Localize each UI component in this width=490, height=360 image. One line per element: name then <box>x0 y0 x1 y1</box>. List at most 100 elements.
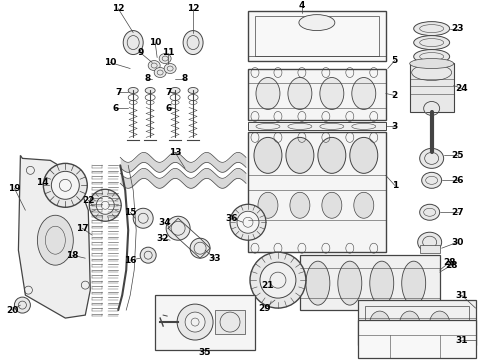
Ellipse shape <box>159 54 171 63</box>
Ellipse shape <box>402 261 426 305</box>
Ellipse shape <box>166 216 190 240</box>
Ellipse shape <box>177 304 213 340</box>
Ellipse shape <box>430 311 450 335</box>
Ellipse shape <box>414 36 450 50</box>
Text: 30: 30 <box>451 238 464 247</box>
Text: 21: 21 <box>262 281 274 290</box>
Ellipse shape <box>185 312 205 332</box>
Text: 10: 10 <box>104 58 117 67</box>
Bar <box>365 306 468 339</box>
Ellipse shape <box>370 311 390 335</box>
Ellipse shape <box>258 192 278 218</box>
Ellipse shape <box>320 77 344 109</box>
Text: 14: 14 <box>36 178 49 187</box>
Ellipse shape <box>237 211 259 233</box>
Ellipse shape <box>140 247 156 263</box>
Ellipse shape <box>145 87 155 94</box>
Polygon shape <box>19 156 90 318</box>
Ellipse shape <box>89 189 121 221</box>
Ellipse shape <box>419 204 440 220</box>
Text: 26: 26 <box>451 176 464 185</box>
Bar <box>358 320 476 358</box>
Text: 4: 4 <box>299 1 305 10</box>
Ellipse shape <box>414 50 450 63</box>
Bar <box>300 255 440 310</box>
Ellipse shape <box>422 172 441 188</box>
Ellipse shape <box>410 59 454 68</box>
Text: 2: 2 <box>392 91 398 100</box>
Ellipse shape <box>286 138 314 173</box>
Bar <box>358 300 476 345</box>
Text: 12: 12 <box>112 4 124 13</box>
Ellipse shape <box>290 192 310 218</box>
Ellipse shape <box>322 192 342 218</box>
Ellipse shape <box>250 252 306 308</box>
Text: 12: 12 <box>187 4 199 13</box>
Text: 15: 15 <box>124 208 136 217</box>
Text: 35: 35 <box>199 347 211 356</box>
Ellipse shape <box>318 138 346 173</box>
Ellipse shape <box>256 77 280 109</box>
Ellipse shape <box>154 68 166 77</box>
Ellipse shape <box>260 262 296 298</box>
Text: 1: 1 <box>392 181 398 190</box>
Text: 11: 11 <box>162 48 174 57</box>
Ellipse shape <box>37 215 74 265</box>
Bar <box>255 15 379 55</box>
Text: 23: 23 <box>451 24 464 33</box>
Ellipse shape <box>164 63 176 73</box>
Text: 20: 20 <box>6 306 19 315</box>
Text: 36: 36 <box>226 214 238 223</box>
Text: 32: 32 <box>156 234 169 243</box>
Ellipse shape <box>43 163 87 207</box>
Bar <box>248 68 386 121</box>
Bar <box>419 245 440 253</box>
Text: 7: 7 <box>115 88 122 97</box>
Text: 6: 6 <box>112 104 119 113</box>
Ellipse shape <box>254 138 282 173</box>
Ellipse shape <box>123 31 143 55</box>
Text: 17: 17 <box>76 224 89 233</box>
Ellipse shape <box>170 87 180 94</box>
Text: 7: 7 <box>165 88 172 97</box>
Ellipse shape <box>370 261 394 305</box>
Text: 24: 24 <box>455 84 468 93</box>
Text: 3: 3 <box>392 122 398 131</box>
Ellipse shape <box>190 238 210 258</box>
Text: 28: 28 <box>443 258 456 267</box>
Bar <box>248 122 386 130</box>
Text: 31: 31 <box>455 291 468 300</box>
Text: 19: 19 <box>8 184 21 193</box>
Text: 27: 27 <box>451 208 464 217</box>
Bar <box>155 295 255 350</box>
Ellipse shape <box>424 102 440 116</box>
Ellipse shape <box>128 87 138 94</box>
Text: 8: 8 <box>144 74 150 83</box>
Ellipse shape <box>148 60 160 71</box>
Ellipse shape <box>188 87 198 94</box>
Ellipse shape <box>183 31 203 55</box>
Ellipse shape <box>51 171 79 199</box>
Text: 28: 28 <box>445 261 458 270</box>
Ellipse shape <box>417 232 441 252</box>
Text: 31: 31 <box>455 336 468 345</box>
Ellipse shape <box>299 15 335 31</box>
Text: 25: 25 <box>451 151 464 160</box>
Text: 34: 34 <box>159 218 171 227</box>
Ellipse shape <box>230 204 266 240</box>
Text: 8: 8 <box>182 74 188 83</box>
Ellipse shape <box>352 77 376 109</box>
Text: 22: 22 <box>82 196 95 205</box>
Ellipse shape <box>400 311 419 335</box>
Bar <box>215 310 245 334</box>
Ellipse shape <box>419 148 443 168</box>
Text: 33: 33 <box>209 254 221 263</box>
Bar <box>248 11 386 60</box>
Ellipse shape <box>338 261 362 305</box>
Text: 29: 29 <box>259 303 271 312</box>
Text: 10: 10 <box>149 38 161 47</box>
Ellipse shape <box>306 261 330 305</box>
Text: 13: 13 <box>169 148 181 157</box>
Ellipse shape <box>133 208 153 228</box>
Ellipse shape <box>414 22 450 36</box>
